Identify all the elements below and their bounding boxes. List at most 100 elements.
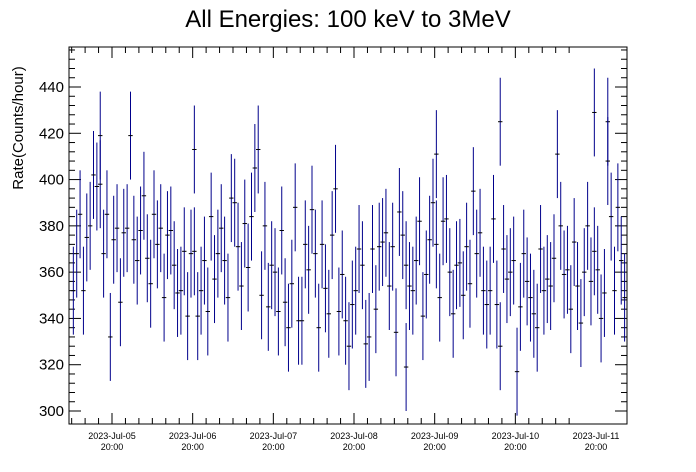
data-point-group	[521, 209, 526, 298]
data-point-group	[598, 274, 604, 363]
data-point-group	[578, 279, 584, 368]
data-point-group	[474, 209, 479, 298]
data-point-group	[242, 179, 247, 268]
data-point-group	[212, 235, 217, 324]
data-point-group	[165, 191, 170, 280]
x-tick-label-date: 2023-Jul-09	[411, 431, 459, 441]
data-point-group	[323, 244, 328, 333]
data-point-group	[400, 191, 405, 280]
data-point-group	[306, 225, 311, 314]
data-point-group	[81, 246, 86, 335]
data-point-group	[518, 262, 523, 351]
data-point-group	[141, 151, 147, 240]
data-point-group	[454, 221, 459, 310]
data-point-group	[114, 184, 120, 273]
data-point-group	[175, 249, 180, 337]
data-point-group	[171, 221, 177, 310]
x-tick-label-date: 2023-Jul-10	[492, 431, 540, 441]
data-point-group	[356, 205, 362, 293]
x-tick-label-time: 20:00	[585, 442, 608, 452]
data-point-group	[545, 235, 550, 324]
data-point-group	[424, 230, 429, 319]
x-axis: 2023-Jul-0520:002023-Jul-0620:002023-Jul…	[71, 47, 619, 452]
data-point-group	[289, 239, 295, 328]
data-point-group	[286, 283, 291, 372]
data-point-group	[222, 216, 227, 305]
data-point-group	[121, 188, 126, 277]
data-point-group	[74, 209, 79, 298]
data-point-group	[343, 276, 348, 365]
data-point-group	[504, 235, 510, 324]
data-point-group	[104, 170, 110, 259]
data-point-group	[299, 276, 305, 365]
data-point-group	[91, 130, 96, 219]
data-point-group	[84, 193, 89, 282]
data-point-group	[592, 68, 597, 157]
data-point-group	[471, 147, 476, 236]
data-point-group	[185, 272, 190, 361]
data-point-group	[124, 184, 130, 273]
data-point-group	[198, 246, 204, 335]
data-point-group	[588, 237, 594, 326]
data-point-group	[511, 216, 516, 305]
data-point-group	[192, 207, 197, 296]
x-tick-label-time: 20:00	[343, 442, 366, 452]
data-point-group	[326, 269, 332, 358]
data-point-group	[582, 228, 587, 317]
y-tick-label: 360	[39, 264, 64, 281]
data-point-group	[551, 214, 557, 303]
data-point-group	[101, 209, 106, 298]
data-point-group	[514, 327, 520, 416]
data-point-group	[192, 105, 197, 194]
data-point-group	[178, 246, 184, 335]
data-point-group	[353, 246, 358, 335]
data-point-group	[269, 221, 274, 310]
data-point-group	[427, 195, 432, 284]
data-point-group	[434, 110, 439, 199]
data-point-group	[457, 218, 463, 307]
data-point-group	[558, 181, 563, 270]
y-tick-label: 340	[39, 310, 64, 327]
data-point-group	[329, 191, 335, 280]
y-tick-label: 420	[39, 125, 64, 142]
data-point-group	[498, 302, 503, 391]
data-point-group	[366, 292, 372, 381]
data-point-group	[528, 253, 533, 342]
data-point-group	[377, 202, 382, 291]
data-point-group	[393, 288, 399, 377]
data-point-group	[531, 269, 537, 358]
data-point-group	[98, 91, 103, 180]
data-point-group	[608, 172, 614, 261]
data-point-group	[555, 110, 560, 199]
data-point-group	[491, 174, 496, 263]
data-point-group	[148, 239, 153, 328]
y-axis: 300 320 340 360 380 400 420 440	[39, 49, 627, 420]
data-point-group	[282, 258, 288, 347]
x-tick-label-time: 20:00	[101, 442, 124, 452]
data-point-group	[541, 246, 547, 335]
data-point-group	[538, 205, 543, 293]
data-point-group	[262, 181, 268, 270]
data-point-group	[158, 184, 163, 273]
data-point-group	[188, 209, 194, 298]
data-point-group	[373, 265, 379, 354]
x-tick-label-date: 2023-Jul-05	[88, 431, 136, 441]
data-point-group	[622, 253, 627, 342]
data-point-group	[387, 242, 392, 330]
data-point-group	[195, 272, 200, 361]
data-point-group	[316, 283, 321, 372]
data-point-group	[450, 269, 456, 358]
data-point-group	[407, 242, 412, 330]
data-point-group	[494, 260, 500, 349]
y-tick-label: 300	[39, 403, 64, 420]
data-point-group	[205, 267, 210, 356]
data-point-group	[71, 246, 76, 335]
data-point-group	[118, 258, 123, 347]
data-point-group	[508, 228, 513, 317]
data-point-group	[390, 202, 395, 291]
data-point-group	[501, 205, 506, 293]
data-point-group	[602, 249, 607, 337]
x-tick-label-date: 2023-Jul-08	[330, 431, 378, 441]
data-point-group	[383, 188, 389, 277]
